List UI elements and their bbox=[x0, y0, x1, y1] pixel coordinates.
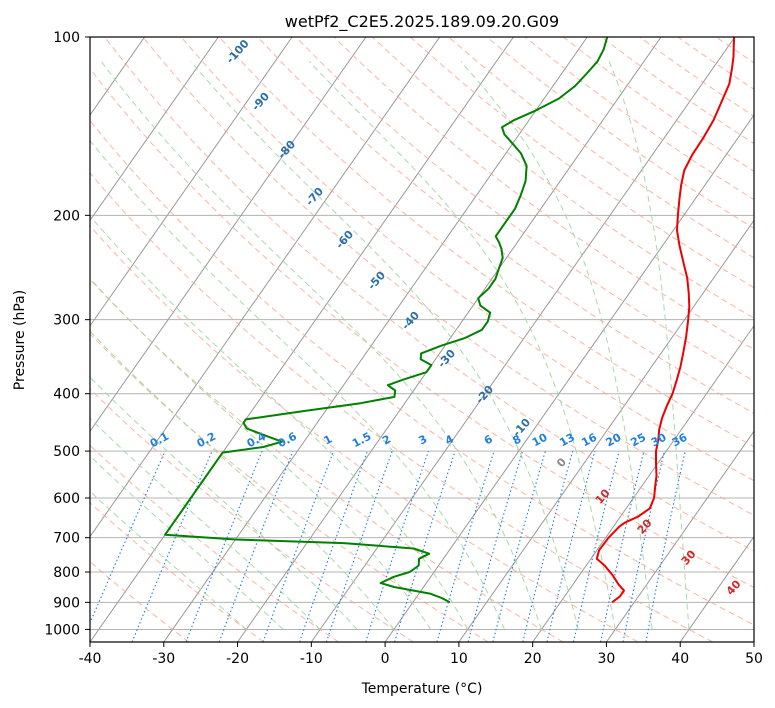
isotherm-line bbox=[163, 37, 588, 642]
background-lines bbox=[90, 37, 754, 642]
dewpoint-profile-line bbox=[164, 37, 609, 604]
x-tick-label: 50 bbox=[745, 651, 763, 667]
moist-adiabat-line bbox=[100, 61, 542, 630]
dry-adiabat-line bbox=[90, 172, 713, 642]
mixing-ratio-line bbox=[600, 450, 645, 642]
dry-adiabat-line bbox=[410, 37, 754, 289]
y-tick-label: 700 bbox=[53, 531, 80, 547]
dry-adiabat-line bbox=[90, 278, 564, 642]
mixing-ratio-line bbox=[467, 450, 524, 642]
moist-adiabat-line bbox=[90, 376, 358, 630]
profile-series bbox=[164, 37, 736, 604]
dry-adiabat-line bbox=[104, 37, 754, 552]
isotherm-line bbox=[90, 37, 367, 433]
chart-title: wetPf2_C2E5.2025.189.09.20.G09 bbox=[285, 12, 559, 32]
y-tick-label: 800 bbox=[53, 565, 80, 581]
isotherm-line bbox=[458, 219, 754, 642]
x-tick-label: -10 bbox=[300, 651, 323, 667]
mixing-ratio-line bbox=[572, 450, 620, 642]
dry-adiabat-line bbox=[295, 37, 754, 382]
x-tick-label: -40 bbox=[79, 651, 102, 667]
dry-adiabat-line bbox=[142, 37, 754, 516]
x-tick-label: -20 bbox=[226, 651, 249, 667]
mixing-ratio-line bbox=[522, 450, 574, 642]
mixing-ratio-line bbox=[262, 450, 335, 642]
dry-adiabat-line bbox=[180, 37, 754, 482]
moist-adiabat-line bbox=[190, 61, 579, 630]
moist-adiabat-line bbox=[90, 455, 284, 630]
y-axis-label: Pressure (hPa) bbox=[12, 290, 28, 390]
dry-adiabat-line bbox=[90, 502, 265, 642]
isotherm-line bbox=[90, 37, 441, 538]
isotherm-line bbox=[90, 37, 219, 222]
y-tick-label: 400 bbox=[53, 387, 80, 403]
y-axis-ticks: 100 200 300 400 500 600 700 800 900 1000 bbox=[44, 30, 90, 638]
moist-adiabat-line bbox=[90, 490, 247, 630]
isotherm-line bbox=[606, 430, 754, 642]
mixing-ratio-line bbox=[394, 450, 456, 642]
mixing-ratio-line bbox=[546, 450, 596, 642]
mixing-ratio-line bbox=[218, 450, 294, 642]
isotherm-line bbox=[90, 37, 514, 642]
moist-adiabat-line bbox=[308, 61, 616, 630]
mixing-ratio-line bbox=[365, 450, 430, 642]
moist-adiabat-line bbox=[90, 330, 395, 630]
dry-adiabat-line bbox=[90, 225, 639, 642]
mixing-ratio-line bbox=[131, 450, 213, 642]
mixing-ratio-line bbox=[90, 450, 166, 625]
mixing-ratio-line bbox=[325, 450, 393, 642]
mixing-ratio-label: 13 bbox=[557, 431, 577, 450]
mixing-ratio-line bbox=[299, 450, 368, 642]
plot-frame bbox=[89, 36, 755, 643]
mixing-ratio-label: 36 bbox=[670, 431, 690, 450]
mixing-ratio-label: 20 bbox=[604, 431, 624, 450]
x-axis-label: Temperature (°C) bbox=[361, 681, 483, 697]
mixing-ratio-label: 25 bbox=[628, 431, 648, 450]
isotherm-line bbox=[384, 114, 754, 642]
mixing-ratio-label: 10 bbox=[530, 431, 550, 450]
mixing-ratio-label: 30 bbox=[649, 431, 669, 450]
temperature-profile-line bbox=[595, 37, 736, 604]
x-tick-label: -30 bbox=[152, 651, 175, 667]
mixing-ratio-line bbox=[185, 450, 263, 642]
dry-adiabat-line bbox=[218, 37, 754, 448]
x-tick-label: 40 bbox=[671, 651, 689, 667]
dry-adiabat-line bbox=[257, 37, 754, 415]
isotherm-line bbox=[532, 324, 754, 642]
y-tick-label: 500 bbox=[53, 444, 80, 460]
mixing-ratio-label: 16 bbox=[579, 431, 599, 450]
moist-adiabat-line bbox=[90, 139, 506, 630]
y-tick-label: 1000 bbox=[44, 622, 80, 638]
x-tick-label: 10 bbox=[450, 651, 468, 667]
y-tick-label: 600 bbox=[53, 491, 80, 507]
isotherm-line bbox=[90, 37, 293, 327]
moist-adiabat-line bbox=[90, 215, 469, 630]
x-tick-label: 20 bbox=[524, 651, 542, 667]
isotherm-line bbox=[679, 535, 754, 642]
dry-adiabat-line bbox=[90, 119, 754, 626]
y-tick-label: 200 bbox=[53, 208, 80, 224]
moist-adiabat-line bbox=[460, 61, 653, 630]
x-tick-label: 0 bbox=[381, 651, 390, 667]
dry-adiabat-line bbox=[90, 67, 754, 589]
y-tick-label: 300 bbox=[53, 313, 80, 329]
mixing-ratio-line bbox=[492, 450, 546, 642]
moist-adiabat-line bbox=[608, 61, 690, 630]
y-tick-label: 100 bbox=[53, 30, 80, 46]
x-axis-ticks: -40 -30 -20 -10 0 10 20 30 40 50 bbox=[79, 642, 763, 667]
x-tick-label: 30 bbox=[598, 651, 616, 667]
y-tick-label: 900 bbox=[53, 595, 80, 611]
dry-adiabat-line bbox=[90, 333, 489, 642]
moist-adiabat-line bbox=[90, 417, 321, 630]
mixing-ratio-line bbox=[436, 450, 495, 642]
